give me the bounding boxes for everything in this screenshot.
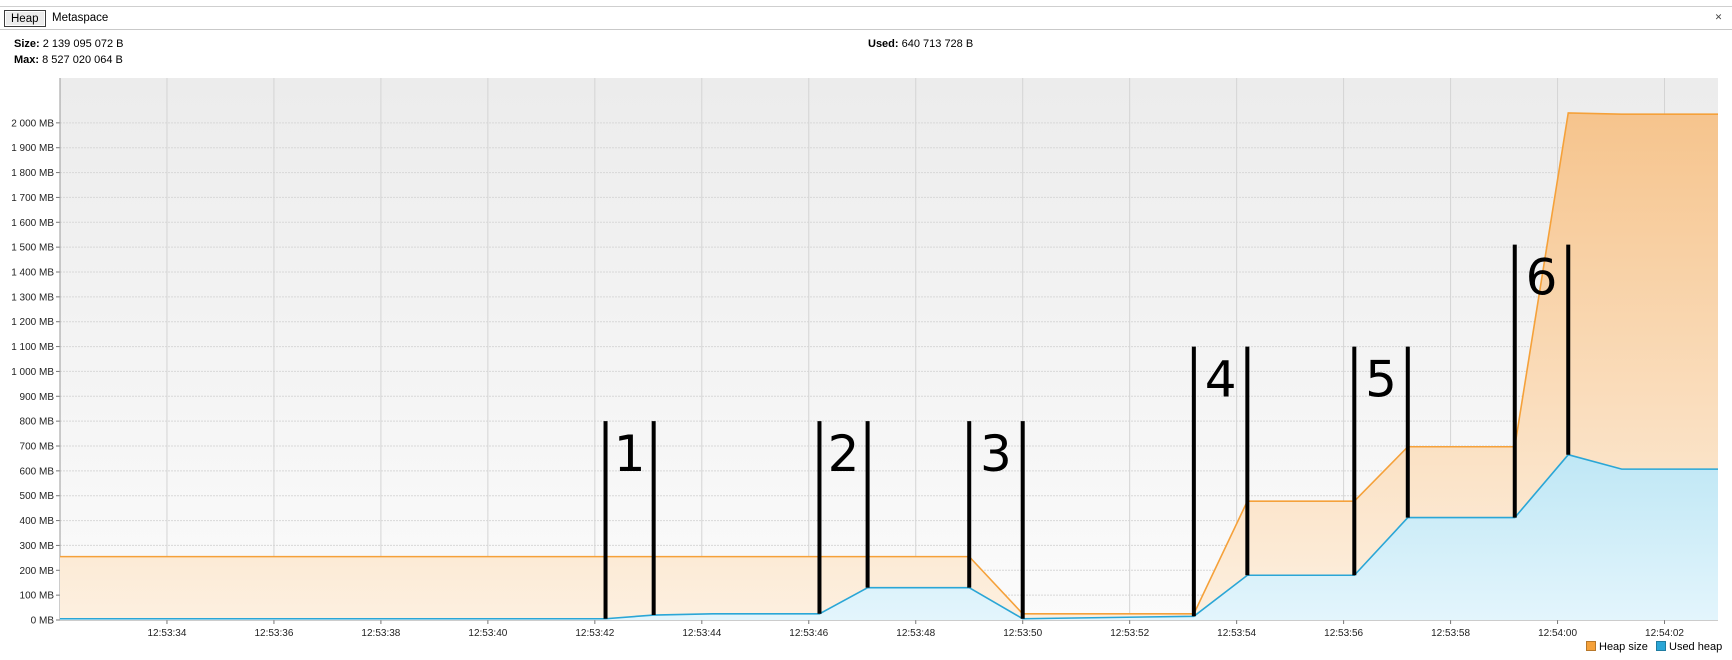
y-tick-label: 1 400 MB [11,268,54,279]
y-tick-label: 1 600 MB [11,218,54,229]
x-tick-label: 12:54:02 [1645,628,1684,638]
max-info: Max: 8 527 020 064 B [14,53,123,67]
y-tick-label: 0 MB [31,616,55,627]
used-info: Used: 640 713 728 B [868,37,973,51]
annotation-label: 4 [1205,351,1237,409]
x-tick-label: 12:53:50 [1003,628,1042,638]
max-label: Max: [14,54,40,66]
tab-bar-border [0,6,1732,7]
x-tick-label: 12:53:38 [361,628,400,638]
y-tick-label: 1 300 MB [11,292,54,303]
size-value: 2 139 095 072 B [42,38,124,50]
y-tick-label: 500 MB [20,491,55,502]
legend-used-heap: Used heap [1656,640,1722,654]
y-tick-label: 600 MB [20,466,55,477]
annotation-label: 6 [1526,249,1558,307]
x-tick-label: 12:53:46 [789,628,828,638]
y-tick-label: 200 MB [20,566,55,577]
annotation-label: 2 [828,425,860,483]
x-tick-label: 12:53:40 [468,628,507,638]
series-area-used-heap [60,454,1718,620]
x-tick-label: 12:53:54 [1217,628,1256,638]
annotation-label: 5 [1365,351,1397,409]
y-tick-label: 1 000 MB [11,367,54,378]
y-tick-label: 700 MB [20,442,55,453]
y-tick-label: 800 MB [20,417,55,428]
x-tick-label: 12:53:52 [1110,628,1149,638]
x-tick-label: 12:53:36 [254,628,293,638]
x-tick-label: 12:53:42 [575,628,614,638]
y-tick-label: 1 200 MB [11,317,54,328]
x-tick-label: 12:53:44 [682,628,721,638]
legend-heap-size: Heap size [1586,640,1648,654]
x-tick-label: 12:54:00 [1538,628,1577,638]
annotation-label: 3 [980,425,1012,483]
y-tick-label: 400 MB [20,516,55,527]
y-tick-label: 1 700 MB [11,193,54,204]
y-tick-label: 900 MB [20,392,55,403]
size-label: Size: [14,38,40,50]
legend-used-heap-swatch [1656,641,1666,651]
used-value: 640 713 728 B [901,38,974,50]
size-info: Size: 2 139 095 072 B [14,37,124,51]
heap-chart: 0 MB 100 MB 200 MB 300 MB 400 MB 500 MB 600 MB… [11,78,1718,638]
legend-used-heap-label: Used heap [1669,641,1723,653]
y-tick-label: 2 000 MB [11,118,54,129]
y-tick-label: 100 MB [20,591,55,602]
y-tick-label: 1 500 MB [11,243,54,254]
x-tick-label: 12:53:58 [1431,628,1470,638]
y-tick-label: 1 800 MB [11,168,54,179]
x-tick-label: 12:53:56 [1324,628,1363,638]
legend-heap-size-swatch [1586,641,1596,651]
x-tick-label: 12:53:48 [896,628,935,638]
tab-heap[interactable]: Heap [4,10,46,27]
series-line-used-heap [60,453,1718,620]
close-icon[interactable]: ✕ [1714,12,1723,22]
tab-bar: Heap Metaspace ✕ [0,0,1732,30]
used-label: Used: [868,38,899,50]
y-tick-label: 300 MB [20,541,55,552]
tab-metaspace[interactable]: Metaspace [52,12,109,24]
x-tick-label: 12:53:34 [147,628,186,638]
y-tick-label: 1 900 MB [11,143,54,154]
y-tick-label: 1 100 MB [11,342,54,353]
legend-heap-size-label: Heap size [1599,641,1648,653]
annotation-label: 1 [614,425,646,483]
max-value: 8 527 020 064 B [42,54,123,66]
